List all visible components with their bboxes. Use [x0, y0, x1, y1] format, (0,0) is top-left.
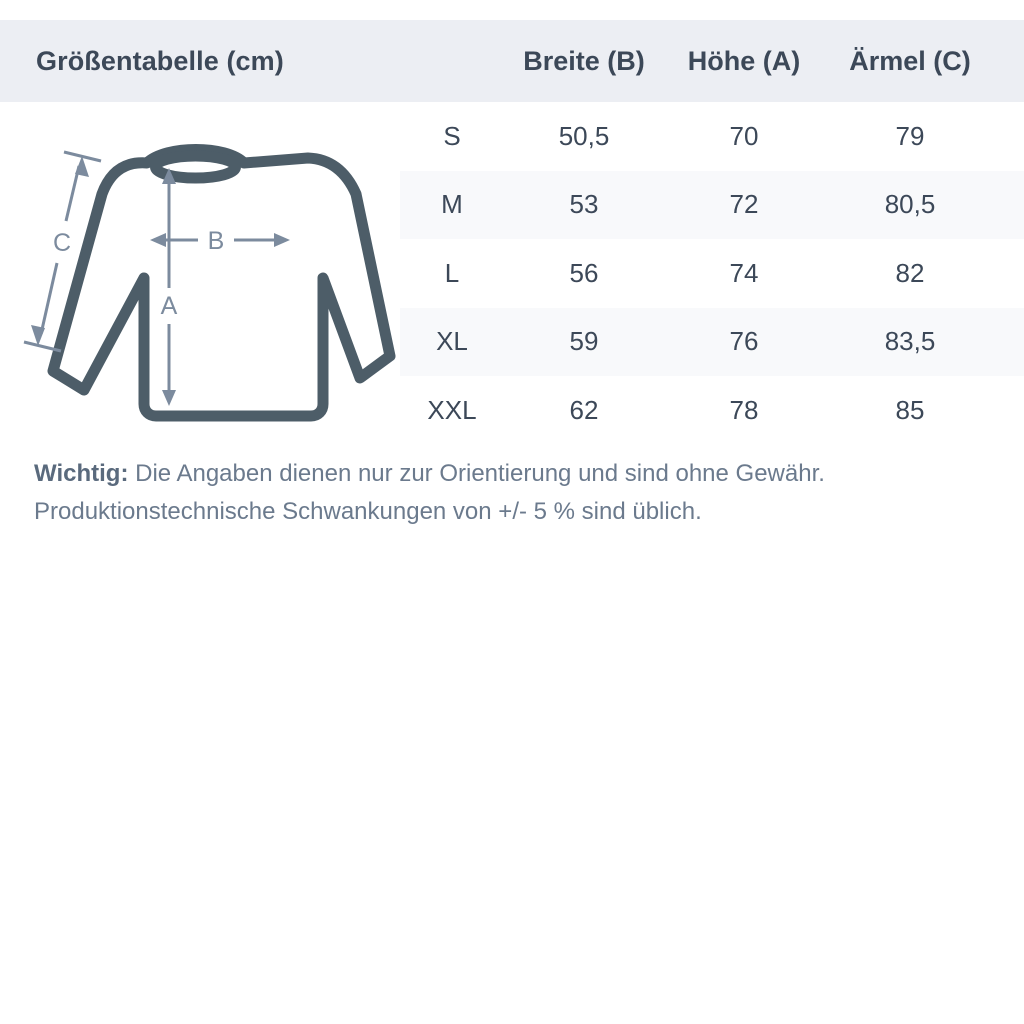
table-row: M 53 72 80,5 [400, 170, 1024, 239]
cell-aermel: 80,5 [884, 189, 936, 220]
cell-size: XL [436, 326, 468, 357]
footnote-lead: Wichtig: [34, 460, 129, 487]
cell-hoehe: 78 [729, 394, 759, 425]
dim-c-cap-top [63, 150, 102, 163]
footnote: Wichtig: Die Angaben dienen nur zur Orie… [34, 455, 994, 531]
dim-a-arrowhead-down [162, 390, 176, 406]
garment-diagram: A B C [16, 128, 400, 438]
column-header-breite: Breite (B) [523, 45, 645, 76]
dim-c-upper-line [64, 165, 81, 222]
cell-aermel: 82 [895, 257, 925, 288]
cell-breite: 50,5 [558, 120, 610, 151]
table-row: S 50,5 70 79 [400, 102, 1024, 171]
cell-size: S [443, 120, 461, 151]
cell-hoehe: 74 [729, 257, 759, 288]
cell-aermel: 83,5 [884, 326, 936, 357]
cell-aermel: 79 [895, 120, 925, 151]
size-table: S 50,5 70 79 M 53 72 80,5 L 56 74 82 XL … [400, 102, 1024, 445]
cell-breite: 56 [569, 257, 599, 288]
cell-breite: 53 [569, 189, 599, 220]
footnote-line-2: Produktionstechnische Schwankungen von +… [34, 498, 702, 525]
cell-aermel: 85 [895, 394, 925, 425]
dim-c-cap-bottom [23, 340, 62, 353]
dim-b-arrowhead-right [274, 233, 290, 247]
cell-size: L [444, 257, 460, 288]
cell-hoehe: 76 [729, 326, 759, 357]
cell-hoehe: 72 [729, 189, 759, 220]
dim-c-lower-line [39, 262, 59, 335]
footnote-line-1: Wichtig: Die Angaben dienen nur zur Orie… [34, 455, 994, 493]
sweater-outline [47, 144, 396, 422]
dim-c-label: C [53, 229, 71, 257]
dim-c-arrowhead-down [31, 325, 45, 346]
footnote-line-1-rest: Die Angaben dienen nur zur Orientierung … [128, 460, 825, 487]
page-title: Größentabelle (cm) [36, 45, 284, 76]
cell-size: XXL [427, 394, 477, 425]
table-row: XXL 62 78 85 [400, 376, 1024, 445]
collar-opening [150, 150, 241, 184]
dim-b-label: B [208, 227, 225, 255]
table-row: L 56 74 82 [400, 239, 1024, 308]
table-header-band: Größentabelle (cm) Breite (B) Höhe (A) Ä… [0, 20, 1024, 102]
arrow-heads [31, 156, 290, 406]
column-header-hoehe: Höhe (A) [687, 45, 801, 76]
column-header-aermel: Ärmel (C) [849, 45, 971, 76]
cell-hoehe: 70 [729, 120, 759, 151]
dim-c-arrowhead-up [75, 156, 89, 177]
dim-a-arrowhead-up [162, 168, 176, 184]
table-row: XL 59 76 83,5 [400, 307, 1024, 376]
cell-breite: 62 [569, 394, 599, 425]
dimension-lines [23, 150, 282, 398]
cell-breite: 59 [569, 326, 599, 357]
column-header-row: Breite (B) Höhe (A) Ärmel (C) [400, 20, 1024, 102]
dim-b-arrowhead-left [150, 233, 166, 247]
dim-a-label: A [161, 292, 178, 320]
cell-size: M [441, 189, 463, 220]
